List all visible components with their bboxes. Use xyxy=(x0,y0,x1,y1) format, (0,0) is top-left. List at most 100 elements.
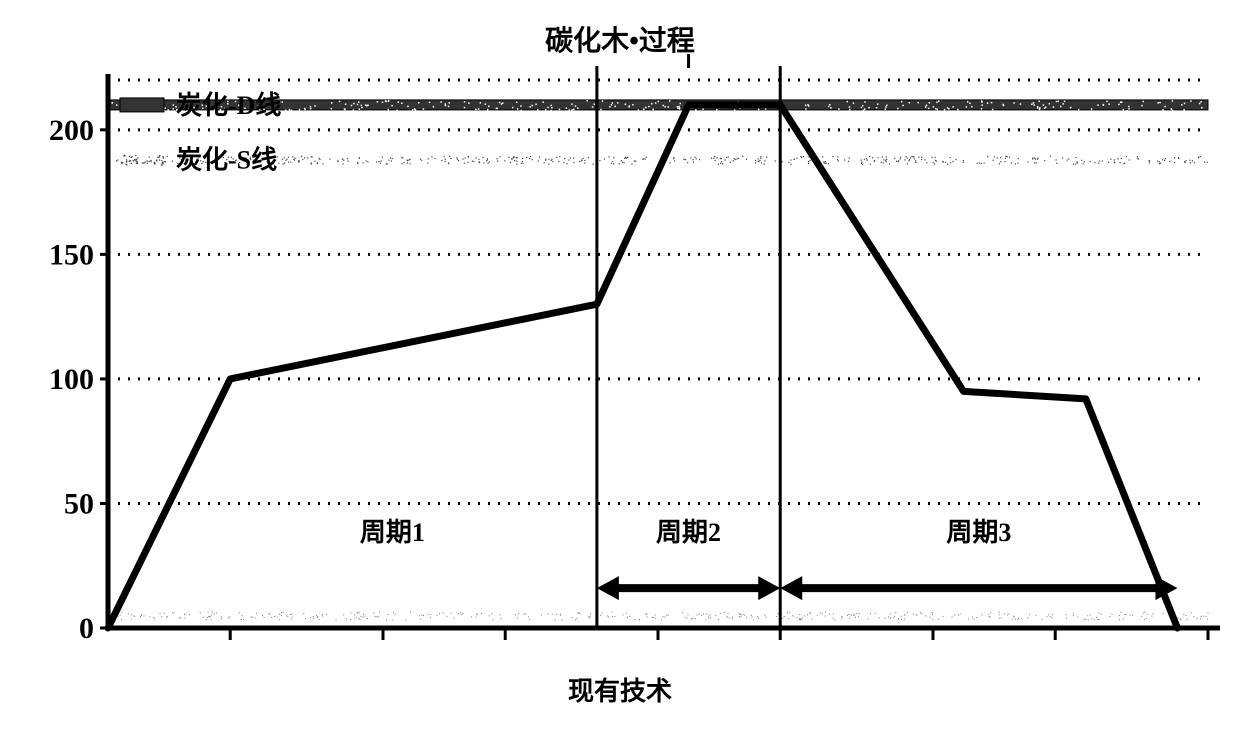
s-line-dot xyxy=(456,157,457,158)
s-line-dot xyxy=(121,163,122,164)
s-line-dot xyxy=(409,163,410,164)
s-line-dot xyxy=(713,158,714,159)
s-line-dot xyxy=(487,158,488,159)
s-line-dot xyxy=(588,157,589,158)
s-line-dot xyxy=(1178,157,1179,158)
s-line-dot xyxy=(1198,157,1199,158)
s-line-dot xyxy=(1160,163,1161,164)
s-line-dot xyxy=(545,160,546,161)
s-line-dot xyxy=(337,161,338,162)
s-line-dot xyxy=(885,160,886,161)
s-line-dot xyxy=(711,158,712,159)
s-line-dot xyxy=(613,157,614,158)
s-line-dot xyxy=(627,157,628,158)
s-line-dot xyxy=(478,159,479,160)
s-line-dot xyxy=(685,159,686,160)
s-line-dot xyxy=(1004,161,1005,162)
s-line-dot xyxy=(1126,156,1127,157)
s-line-dot xyxy=(1137,156,1138,157)
s-line-dot xyxy=(342,158,343,159)
s-line-dot xyxy=(604,158,605,159)
s-line-dot xyxy=(362,162,363,163)
s-line-dot xyxy=(608,156,609,157)
s-line-dot xyxy=(386,163,387,164)
s-line-dot xyxy=(290,161,291,162)
s-line-dot xyxy=(862,164,863,165)
s-line-dot xyxy=(468,157,469,158)
s-line-dot xyxy=(117,159,118,160)
s-line-dot xyxy=(365,160,366,161)
s-line-dot xyxy=(738,158,739,159)
s-line-dot xyxy=(952,161,953,162)
s-line-dot xyxy=(406,159,407,160)
s-line-dot xyxy=(690,158,691,159)
s-line-dot xyxy=(1032,158,1033,159)
s-line-dot xyxy=(135,160,136,161)
s-line-dot xyxy=(522,158,523,159)
s-line-dot xyxy=(1174,162,1175,163)
s-line-dot xyxy=(342,163,343,164)
s-line-dot xyxy=(631,164,632,165)
s-line-dot xyxy=(949,157,950,158)
s-line-dot xyxy=(828,163,829,164)
s-line-dot xyxy=(889,163,890,164)
s-line-dot xyxy=(1050,156,1051,157)
s-line-dot xyxy=(1009,157,1010,158)
s-line-dot xyxy=(407,162,408,163)
s-line-dot xyxy=(883,162,884,163)
s-line-dot xyxy=(979,162,980,163)
s-line-dot xyxy=(764,164,765,165)
s-line-dot xyxy=(357,162,358,163)
s-line-dot xyxy=(445,159,446,160)
s-line-dot xyxy=(392,158,393,159)
s-line-dot xyxy=(1102,160,1103,161)
s-line-dot xyxy=(794,159,795,160)
s-line-dot xyxy=(907,157,908,158)
phase-3-label: 周期3 xyxy=(946,518,1011,547)
s-line-dot xyxy=(755,160,756,161)
s-line-dot xyxy=(720,163,721,164)
s-line-dot xyxy=(947,164,948,165)
s-line-dot xyxy=(593,164,594,165)
s-line-dot xyxy=(808,163,809,164)
bottom-label: 现有技术 xyxy=(568,677,672,706)
s-line-dot xyxy=(775,160,776,161)
s-line-dot xyxy=(522,161,523,162)
s-line-dot xyxy=(448,162,449,163)
s-line-dot xyxy=(915,160,916,161)
s-line-dot xyxy=(314,161,315,162)
s-line-dot xyxy=(1192,160,1193,161)
s-line-dot xyxy=(376,161,377,162)
s-line-dot xyxy=(1159,163,1160,164)
s-line-dot xyxy=(149,161,150,162)
s-line-dot xyxy=(885,161,886,162)
s-line-dot xyxy=(730,162,731,163)
s-line-dot xyxy=(936,161,937,162)
s-line-dot xyxy=(584,160,585,161)
s-line-dot xyxy=(304,157,305,158)
s-line-dot xyxy=(963,160,964,161)
s-line-dot xyxy=(635,161,636,162)
s-line-dot xyxy=(294,158,295,159)
s-line-dot xyxy=(931,157,932,158)
s-line-dot xyxy=(526,157,527,158)
s-line-dot xyxy=(883,159,884,160)
phase-2-label: 周期2 xyxy=(656,518,721,547)
s-line-dot xyxy=(693,161,694,162)
s-line-dot xyxy=(467,162,468,163)
s-line-dot xyxy=(579,161,580,162)
s-line-dot xyxy=(687,162,688,163)
s-line-dot xyxy=(987,156,988,157)
s-line-dot xyxy=(310,164,311,165)
s-line-dot xyxy=(1186,160,1187,161)
s-line-dot xyxy=(999,163,1000,164)
s-line-dot xyxy=(522,163,523,164)
s-line-dot xyxy=(165,161,166,162)
s-line-dot xyxy=(673,157,674,158)
s-line-dot xyxy=(870,164,871,165)
s-line-dot xyxy=(1018,158,1019,159)
s-line-dot xyxy=(559,156,560,157)
s-line-dot xyxy=(886,156,887,157)
s-line-dot xyxy=(894,158,895,159)
s-line-dot xyxy=(963,162,964,163)
